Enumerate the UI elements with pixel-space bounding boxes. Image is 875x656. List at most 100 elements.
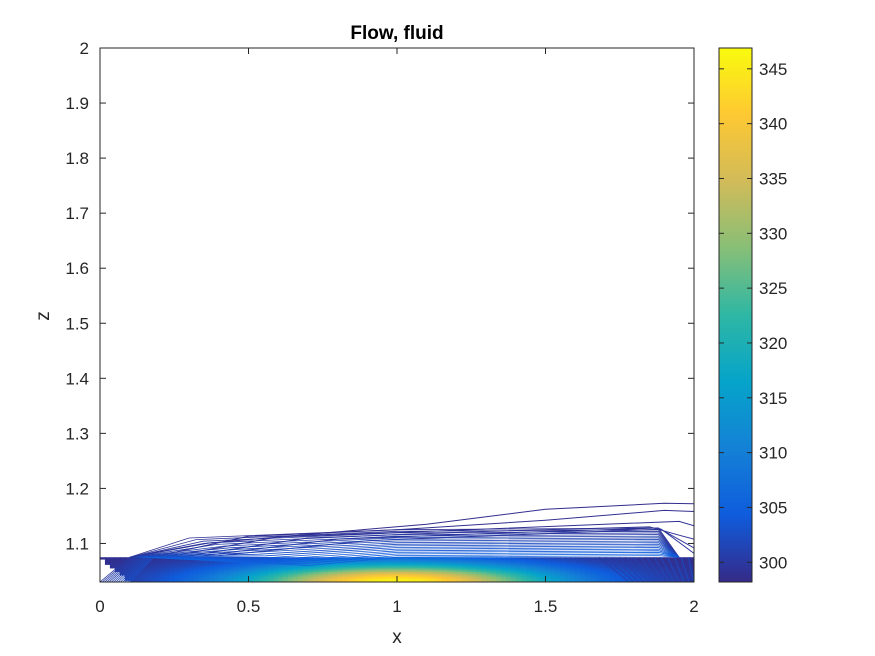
field-cell [520, 566, 527, 569]
field-cell [609, 560, 616, 564]
field-cell [530, 580, 537, 582]
x-tick-label: 1.5 [534, 597, 558, 616]
field-cell [184, 558, 190, 562]
field-cell [164, 567, 170, 571]
field-cell [456, 574, 462, 578]
field-cell [372, 558, 378, 562]
field-cell [565, 558, 571, 562]
field-cell [599, 564, 606, 567]
field-cell [525, 560, 532, 564]
field-cell [218, 560, 225, 564]
field-cell [164, 574, 170, 578]
field-cell [525, 566, 532, 569]
field-cell [149, 564, 156, 567]
field-cell [530, 569, 537, 572]
field-cell [243, 578, 250, 581]
field-cell [397, 574, 403, 578]
field-cell [243, 580, 250, 582]
field-cell [689, 566, 694, 569]
field-cell [144, 567, 151, 571]
field-cell [298, 578, 304, 581]
field-cell [486, 557, 492, 560]
field-cell [535, 574, 542, 578]
field-cell [367, 574, 373, 578]
field-cell [674, 573, 680, 576]
field-cell [515, 564, 522, 567]
field-cell [253, 564, 259, 567]
contour-line [605, 556, 634, 582]
field-cell [486, 571, 492, 574]
field-cell [243, 562, 250, 565]
field-cell [555, 566, 561, 569]
field-cell [500, 558, 507, 562]
field-cell [169, 580, 175, 582]
field-cell [481, 574, 487, 578]
field-cell [580, 580, 586, 582]
contour-line [127, 556, 152, 582]
field-cell [238, 576, 245, 580]
field-cell [634, 569, 641, 572]
field-cell [411, 557, 418, 560]
field-cell [322, 573, 329, 576]
field-cell [357, 562, 363, 565]
field-cell [392, 560, 398, 564]
field-cell [149, 558, 156, 562]
field-cell [476, 574, 482, 578]
field-cell [288, 571, 294, 574]
field-cell [362, 566, 368, 569]
field-cell [312, 569, 319, 572]
field-cell [372, 571, 378, 574]
field-cell [441, 564, 448, 567]
field-cell [446, 576, 453, 580]
field-cell [570, 580, 576, 582]
field-cell [411, 558, 418, 562]
field-cell [159, 580, 165, 582]
field-cell [199, 571, 205, 574]
field-cell [520, 576, 527, 580]
field-cell [218, 580, 225, 582]
field-cell [228, 571, 235, 574]
field-cell [382, 569, 388, 572]
field-cell [599, 567, 606, 571]
field-cell [372, 574, 378, 578]
field-cell [476, 571, 482, 574]
field-cell [382, 562, 388, 565]
field-cell [466, 580, 472, 582]
field-cell [238, 574, 245, 578]
field-cell [149, 580, 156, 582]
field-cell [411, 573, 418, 576]
field-cell [119, 558, 126, 562]
field-cell [515, 557, 522, 560]
field-cell [669, 573, 675, 576]
field-cell [302, 567, 309, 571]
field-cell [139, 564, 146, 567]
field-cell [312, 574, 319, 578]
field-cell [387, 578, 393, 581]
field-cell [357, 569, 363, 572]
field-cell [139, 574, 146, 578]
field-cell [243, 558, 250, 562]
field-cell [119, 571, 126, 574]
field-cell [248, 578, 255, 581]
field-cell [367, 560, 373, 564]
field-cell [372, 562, 378, 565]
contour-line [129, 502, 694, 558]
field-cell [278, 573, 284, 576]
field-cell [500, 569, 507, 572]
field-cell [471, 562, 477, 565]
field-cell [357, 564, 363, 567]
field-cell [421, 569, 428, 572]
field-cell [669, 574, 675, 578]
field-cell [426, 569, 433, 572]
field-cell [283, 580, 289, 582]
field-cell [332, 571, 339, 574]
field-cell [392, 574, 398, 578]
field-cell [664, 580, 670, 582]
field-cell [124, 571, 131, 574]
field-cell [322, 558, 329, 562]
field-cell [302, 560, 309, 564]
field-cell [387, 567, 393, 571]
field-cell [154, 562, 160, 565]
contour-line [653, 556, 670, 582]
field-cell [189, 580, 195, 582]
